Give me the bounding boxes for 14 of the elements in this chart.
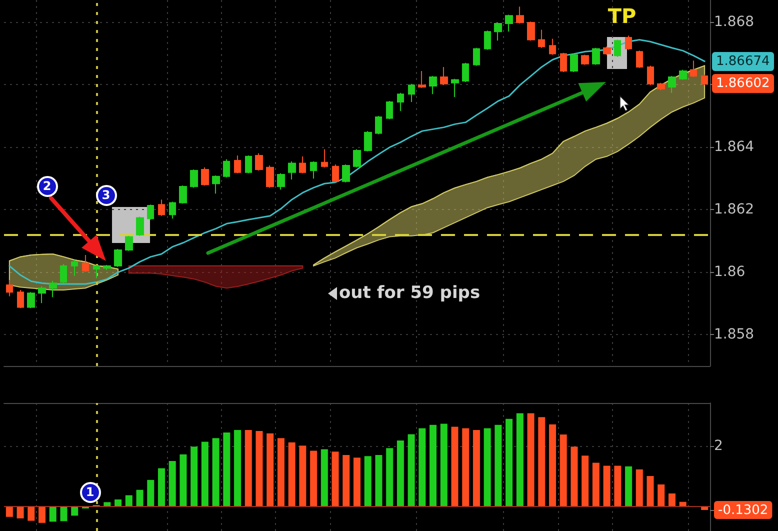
annotation: TP [608, 4, 636, 28]
y-tick-label: 1.864 [714, 139, 754, 156]
number-badge: 3 [96, 184, 116, 206]
y-tick-label: 1.862 [714, 202, 754, 218]
data-label: 1.86674 [712, 52, 774, 71]
y-tick-label: -0.1302 [718, 502, 768, 518]
annotation: out for 59 pips [339, 283, 480, 303]
y-tick-label: 1.858 [714, 326, 754, 343]
text: 1.86602 [716, 76, 770, 92]
number-badge: 1 [80, 482, 100, 502]
y-tick-label: 1.868 [714, 14, 754, 30]
number-badge: 2 [36, 176, 58, 196]
y-tick-label: 1.86 [714, 264, 746, 280]
y-tick-label: 2 [714, 438, 723, 454]
